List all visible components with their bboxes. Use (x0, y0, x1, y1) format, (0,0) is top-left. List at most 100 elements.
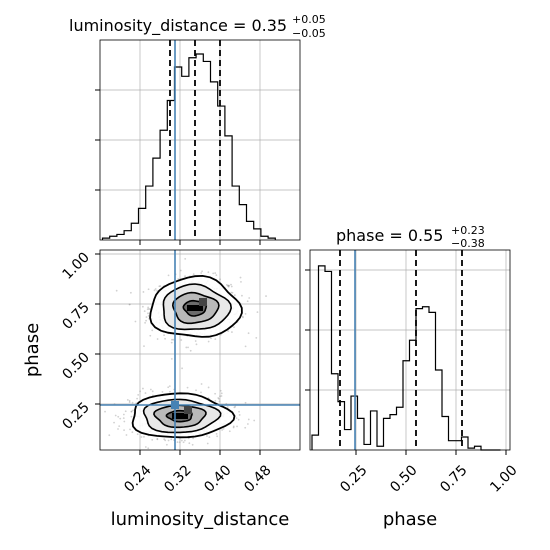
scatter-point (142, 387, 144, 390)
scatter-point (130, 410, 133, 413)
scatter-point (185, 346, 188, 349)
joint-x-tick-label: 0.32 (161, 462, 194, 495)
scatter-point (140, 436, 143, 438)
scatter-point (186, 386, 189, 389)
joint-y-tick-label: 0.50 (59, 350, 92, 383)
scatter-point (227, 330, 230, 332)
scatter-point (163, 334, 165, 337)
scatter-point (117, 428, 119, 430)
scatter-point (154, 288, 157, 290)
scatter-point (228, 430, 231, 433)
scatter-point (230, 291, 233, 294)
scatter-point (218, 400, 221, 403)
scatter-point (114, 414, 117, 417)
scatter-point (227, 285, 229, 287)
scatter-point (169, 390, 171, 393)
truth-marker (171, 401, 179, 409)
scatter-point (184, 257, 187, 260)
scatter-point (227, 284, 230, 287)
scatter-point (139, 390, 142, 393)
scatter-point (247, 332, 250, 335)
ld-histogram-step (101, 53, 276, 240)
scatter-point (128, 401, 131, 404)
phase-frame (309, 249, 511, 451)
scatter-point (132, 409, 134, 412)
density-peak-cell (187, 305, 203, 311)
scatter-point (247, 418, 250, 421)
scatter-point (233, 406, 236, 409)
scatter-point (253, 419, 256, 422)
scatter-point (189, 349, 192, 352)
joint-y-tick-label: 0.25 (59, 400, 92, 433)
scatter-point (149, 334, 152, 337)
scatter-point (144, 392, 147, 394)
scatter-point (135, 402, 138, 405)
scatter-point (184, 275, 186, 278)
scatter-point (113, 421, 115, 424)
density-peak-cell (184, 406, 192, 414)
scatter-point (123, 420, 126, 423)
scatter-point (221, 429, 224, 431)
scatter-point (180, 339, 183, 341)
scatter-point (214, 338, 217, 341)
scatter-point (151, 329, 154, 332)
scatter-point (201, 270, 203, 273)
title-phase: phase = 0.55 (336, 226, 443, 245)
scatter-point (234, 405, 237, 408)
joint-x-tick-label: 0.24 (121, 462, 154, 495)
scatter-point (195, 389, 197, 392)
scatter-point (137, 393, 140, 396)
title-luminosity-distance-minus: −0.05 (292, 27, 326, 40)
scatter-point (235, 417, 238, 420)
scatter-point (192, 273, 195, 275)
scatter-point (156, 289, 158, 292)
scatter-point (231, 291, 234, 294)
scatter-point (244, 345, 247, 348)
phase-hist-x-tick-label: 0.25 (337, 462, 370, 495)
scatter-point (148, 308, 150, 310)
scatter-point (191, 443, 194, 446)
scatter-point (125, 434, 128, 436)
phase-hist-x-tick-label: 0.75 (437, 462, 470, 495)
scatter-point (233, 326, 235, 329)
scatter-point (181, 367, 183, 370)
scatter-point (232, 425, 235, 428)
scatter-point (225, 283, 228, 286)
scatter-point (207, 340, 210, 343)
scatter-point (128, 399, 131, 402)
scatter-point (232, 426, 235, 429)
scatter-point (130, 410, 133, 413)
scatter-point (265, 295, 267, 297)
scatter-point (206, 435, 208, 437)
scatter-point (219, 395, 221, 398)
density-peak-cell (172, 413, 188, 419)
title-phase-plus: +0.23 (451, 224, 485, 237)
scatter-point (156, 338, 159, 340)
scatter-point (147, 447, 150, 450)
phase-histogram-step (311, 265, 501, 451)
scatter-point (200, 272, 203, 274)
scatter-point (156, 438, 159, 441)
scatter-point (151, 390, 154, 393)
scatter-point (167, 274, 170, 277)
scatter-point (131, 431, 134, 434)
joint-content (104, 257, 267, 450)
scatter-point (163, 438, 166, 441)
scatter-point (219, 278, 221, 281)
scatter-point (218, 397, 220, 400)
scatter-point (187, 346, 189, 349)
scatter-point (136, 433, 139, 436)
scatter-point (194, 340, 197, 342)
scatter-point (200, 383, 203, 385)
scatter-point (170, 341, 173, 344)
scatter-point (212, 272, 215, 275)
scatter-point (147, 306, 150, 309)
scatter-point (128, 303, 131, 306)
title-luminosity-distance: luminosity_distance = 0.35 (69, 16, 287, 36)
scatter-point (156, 437, 159, 440)
scatter-point (230, 283, 232, 286)
scatter-point (220, 392, 223, 395)
scatter-point (215, 274, 218, 277)
scatter-point (188, 442, 191, 445)
